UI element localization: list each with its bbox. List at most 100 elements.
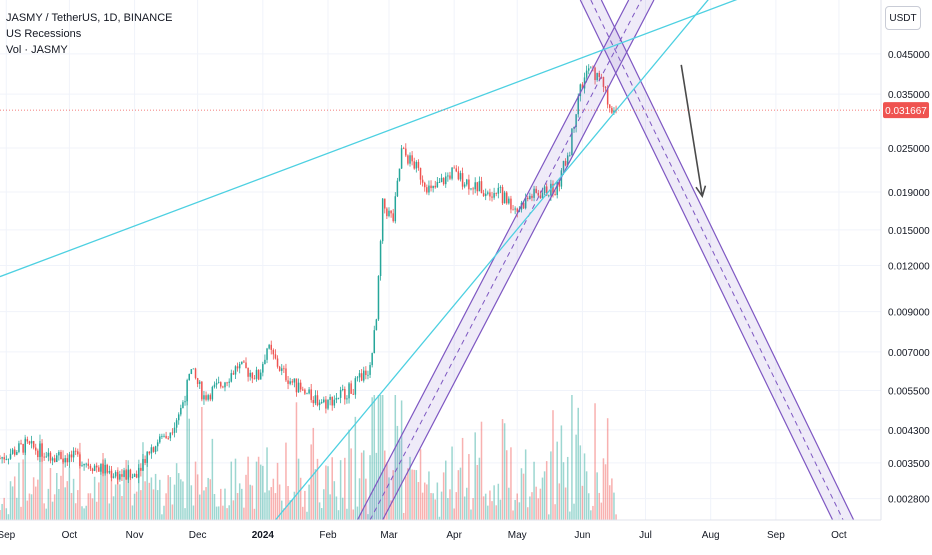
- candle-body[interactable]: [590, 67, 592, 69]
- candle-body[interactable]: [251, 372, 254, 379]
- candle-body[interactable]: [291, 381, 294, 383]
- candle-body[interactable]: [129, 469, 132, 478]
- candle-body[interactable]: [165, 435, 167, 439]
- candle-body[interactable]: [184, 401, 186, 403]
- candle-body[interactable]: [264, 359, 266, 365]
- candle-body[interactable]: [0, 458, 1, 460]
- candle-body[interactable]: [596, 72, 598, 81]
- candle-body[interactable]: [417, 161, 420, 168]
- candle-body[interactable]: [234, 366, 237, 375]
- candle-body[interactable]: [211, 386, 214, 400]
- candle-body[interactable]: [503, 192, 506, 204]
- candle-body[interactable]: [609, 104, 611, 108]
- candle-body[interactable]: [148, 451, 151, 454]
- candle-body[interactable]: [198, 381, 201, 384]
- candle-body[interactable]: [196, 378, 199, 384]
- candle-body[interactable]: [434, 185, 437, 188]
- candle-body[interactable]: [381, 198, 384, 242]
- candle-body[interactable]: [527, 197, 529, 199]
- candle-body[interactable]: [119, 474, 121, 480]
- candle-body[interactable]: [26, 439, 29, 442]
- candle-body[interactable]: [64, 458, 66, 463]
- candle-body[interactable]: [558, 181, 561, 187]
- rising-channel-edge-b[interactable]: [382, 0, 655, 521]
- candle-body[interactable]: [274, 354, 277, 359]
- candle-body[interactable]: [108, 471, 111, 473]
- candle-body[interactable]: [83, 463, 85, 466]
- candle-body[interactable]: [87, 463, 90, 466]
- candle-body[interactable]: [289, 381, 291, 384]
- candle-body[interactable]: [468, 179, 470, 190]
- candle-body[interactable]: [283, 368, 285, 370]
- candle-body[interactable]: [440, 177, 443, 183]
- candle-body[interactable]: [379, 241, 382, 276]
- candle-body[interactable]: [217, 382, 220, 383]
- candle-body[interactable]: [16, 451, 18, 455]
- candle-body[interactable]: [346, 398, 348, 400]
- candle-body[interactable]: [106, 464, 108, 473]
- candle-body[interactable]: [369, 365, 371, 375]
- candle-body[interactable]: [472, 188, 474, 190]
- candle-body[interactable]: [293, 378, 296, 383]
- candle-body[interactable]: [226, 382, 228, 384]
- rising-channel-edge-a[interactable]: [356, 0, 630, 521]
- candle-body[interactable]: [531, 195, 533, 198]
- candle-body[interactable]: [367, 374, 369, 376]
- price-axis[interactable]: 0.045000 0.035000 0.025000 0.019000 0.015000…: [883, 50, 930, 506]
- candle-body[interactable]: [327, 399, 329, 409]
- lower-trendline[interactable]: [274, 0, 881, 521]
- candle-body[interactable]: [89, 465, 92, 469]
- candle-body[interactable]: [100, 463, 102, 472]
- candle-body[interactable]: [77, 451, 79, 455]
- candle-body[interactable]: [249, 372, 251, 377]
- candle-body[interactable]: [201, 381, 203, 400]
- candle-body[interactable]: [51, 458, 54, 461]
- candle-body[interactable]: [407, 155, 409, 164]
- candle-body[interactable]: [230, 373, 233, 382]
- candle-body[interactable]: [436, 182, 439, 188]
- candle-body[interactable]: [224, 382, 226, 388]
- candle-body[interactable]: [270, 344, 272, 350]
- candle-body[interactable]: [594, 67, 596, 81]
- candle-body[interactable]: [53, 458, 56, 463]
- candle-body[interactable]: [310, 389, 312, 401]
- candle-body[interactable]: [510, 198, 512, 210]
- candle-body[interactable]: [562, 160, 565, 171]
- candle-body[interactable]: [79, 454, 81, 466]
- candle-body[interactable]: [491, 196, 493, 198]
- candle-body[interactable]: [516, 208, 519, 212]
- candle-body[interactable]: [280, 368, 283, 371]
- candle-body[interactable]: [442, 177, 445, 185]
- candle-body[interactable]: [489, 192, 491, 197]
- candle-body[interactable]: [18, 443, 20, 452]
- candle-body[interactable]: [463, 184, 466, 187]
- candle-body[interactable]: [466, 179, 468, 185]
- candle-body[interactable]: [453, 167, 455, 169]
- candle-body[interactable]: [192, 368, 195, 370]
- candle-body[interactable]: [535, 188, 537, 193]
- candle-body[interactable]: [114, 472, 117, 477]
- candle-body[interactable]: [386, 208, 388, 217]
- candle-body[interactable]: [163, 435, 165, 437]
- candle-body[interactable]: [375, 319, 378, 331]
- candle-body[interactable]: [457, 171, 460, 180]
- candle-body[interactable]: [501, 187, 504, 204]
- candle-body[interactable]: [508, 198, 510, 204]
- candle-body[interactable]: [564, 160, 567, 166]
- candle-body[interactable]: [415, 161, 418, 169]
- candle-body[interactable]: [384, 198, 386, 209]
- candle-body[interactable]: [95, 465, 98, 468]
- candle-body[interactable]: [276, 358, 279, 367]
- candle-body[interactable]: [577, 96, 579, 115]
- candle-body[interactable]: [7, 458, 10, 460]
- candle-body[interactable]: [241, 361, 243, 365]
- candle-body[interactable]: [295, 378, 298, 393]
- candle-body[interactable]: [499, 187, 502, 188]
- indicator-us-recessions[interactable]: US Recessions: [6, 28, 82, 40]
- candle-body[interactable]: [20, 443, 22, 445]
- candle-body[interactable]: [354, 378, 357, 395]
- candle-body[interactable]: [207, 395, 209, 400]
- candle-body[interactable]: [438, 182, 441, 183]
- candle-body[interactable]: [285, 368, 287, 381]
